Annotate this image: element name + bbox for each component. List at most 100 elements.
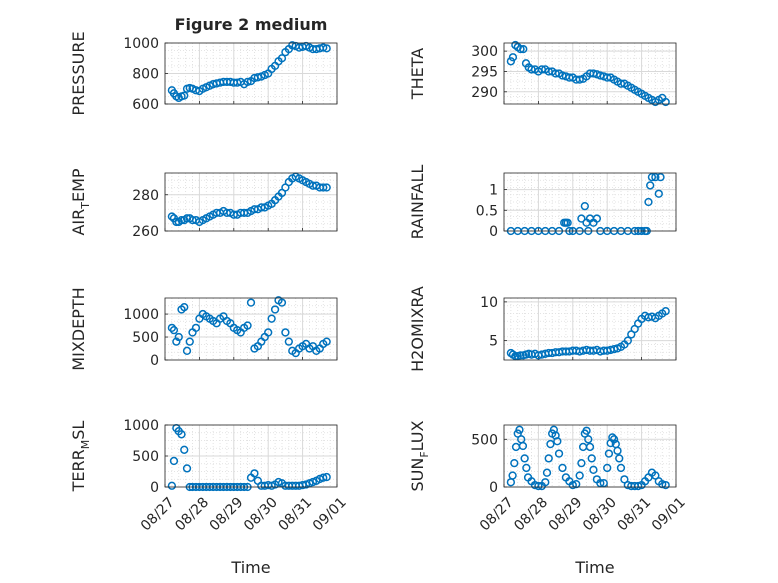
x-tick-label: 08/31: [275, 494, 315, 534]
x-axis-label-left: Time: [230, 558, 270, 577]
data-point: [603, 463, 612, 473]
data-point: [608, 433, 617, 442]
data-point: [661, 480, 670, 490]
data-point: [661, 307, 670, 316]
data-point: [506, 57, 516, 66]
data-point: [319, 473, 328, 482]
data-point: [520, 454, 529, 463]
y-axis-label: THETA: [408, 48, 427, 100]
y-tick-label: 1: [489, 183, 498, 199]
series-1: [506, 40, 670, 107]
x-tick-label: 08/31: [614, 494, 654, 534]
subplot-2: 290 295 300 THETA: [408, 40, 677, 107]
data-point: [172, 337, 181, 346]
data-point: [609, 435, 619, 444]
y-axis-label: RAINFALL: [408, 165, 427, 240]
y-axis-label: SUNFLUX: [408, 420, 431, 491]
data-point: [647, 172, 657, 182]
data-point: [563, 218, 572, 227]
y-axis-label: MIXDEPTH: [69, 287, 88, 370]
data-point: [585, 442, 595, 452]
data-point: [322, 337, 331, 346]
data-point: [584, 435, 593, 444]
data-point: [580, 201, 589, 211]
data-point: [243, 321, 252, 330]
data-point: [167, 481, 177, 490]
y-tick-label: 500: [471, 432, 498, 448]
x-tick-label: 08/27: [138, 494, 178, 534]
y-tick-label: 300: [471, 44, 498, 60]
data-point: [253, 73, 263, 82]
data-point: [508, 53, 518, 62]
plot-area: [165, 173, 337, 231]
data-point: [656, 172, 665, 182]
data-point: [243, 77, 252, 87]
axes-box: [503, 424, 677, 488]
data-point: [319, 43, 328, 52]
y-tick-label: 0: [150, 480, 159, 496]
y-tick-label: 500: [132, 449, 159, 465]
data-point: [185, 337, 194, 346]
x-tick-label: 09/01: [310, 494, 350, 534]
data-point: [174, 332, 183, 342]
data-point: [270, 305, 280, 314]
axes-box: [503, 172, 677, 232]
series-1: [167, 296, 331, 358]
data-point: [554, 449, 564, 458]
x-tick-label: 09/01: [649, 494, 689, 534]
data-point: [572, 479, 581, 489]
subplot-4: 0 0.5 1 RAINFALL: [408, 165, 677, 240]
axes-box: [164, 424, 338, 488]
x-tick-label: 08/27: [477, 494, 517, 534]
data-point: [577, 459, 586, 468]
y-axis-label-subscript: F: [418, 451, 431, 457]
y-tick-label: 0: [489, 480, 498, 496]
data-point: [169, 456, 179, 466]
series-1: [506, 307, 670, 361]
y-tick-label: 10: [480, 295, 498, 311]
data-point: [542, 468, 552, 477]
data-point: [167, 212, 177, 221]
data-point: [582, 426, 591, 435]
data-point: [658, 479, 667, 489]
data-point: [267, 314, 276, 323]
y-axis-label-main: SUN: [408, 458, 427, 492]
subplot-5: 0 500 1000 MIXDEPTH: [69, 287, 338, 371]
y-axis-label-main: PRESSURE: [69, 31, 88, 115]
y-axis-label-subscript: T: [79, 202, 92, 210]
axes-box: [164, 172, 338, 232]
data-point: [177, 430, 186, 439]
data-point: [620, 475, 629, 484]
x-tick-label: 08/28: [172, 494, 212, 534]
data-point: [568, 480, 577, 490]
y-axis-label: TERRMSL: [69, 421, 92, 493]
data-point: [513, 429, 522, 438]
x-tick-label: 08/30: [580, 494, 620, 534]
data-point: [516, 44, 525, 54]
subplot-6: 5 10 H2OMIXRA: [408, 286, 677, 372]
data-point: [661, 97, 670, 107]
y-tick-label: 295: [471, 64, 498, 80]
y-axis-label: AIRTEMP: [69, 168, 92, 235]
y-tick-label: 280: [132, 188, 159, 204]
data-point: [180, 303, 189, 312]
data-point: [182, 464, 192, 473]
y-axis-label: H2OMIXRA: [408, 286, 427, 372]
data-point: [515, 425, 524, 434]
data-point: [623, 336, 632, 345]
x-tick-label: 08/30: [241, 494, 281, 534]
series-1: [167, 41, 331, 103]
data-point: [589, 465, 598, 474]
x-axis-label-right: Time: [574, 558, 614, 577]
data-point: [277, 54, 287, 63]
data-point: [516, 351, 525, 360]
data-point: [634, 481, 643, 491]
data-point: [616, 463, 626, 473]
data-point: [575, 471, 584, 480]
y-axis-label-main: THETA: [408, 48, 427, 100]
y-tick-label: 0: [150, 353, 159, 369]
data-point: [508, 471, 517, 480]
